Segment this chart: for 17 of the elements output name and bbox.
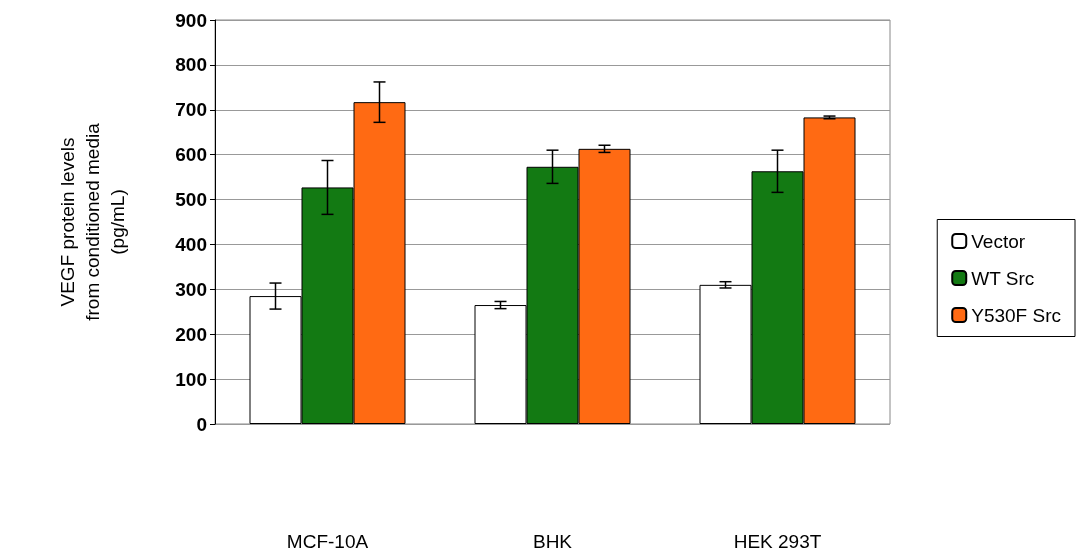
x-tick-label: BHK <box>532 531 573 552</box>
legend-label: Vector <box>971 230 1026 252</box>
y-tick-label: 900 <box>175 9 207 31</box>
y-tick-label: 400 <box>175 233 207 255</box>
y-tick-label: 800 <box>175 54 207 76</box>
y-tick-label: 100 <box>175 368 207 390</box>
y-tick-label: 500 <box>175 189 207 211</box>
y-tick-label: 200 <box>175 323 207 345</box>
y-tick-label: 0 <box>196 413 207 435</box>
legend-label: Y530F Src <box>971 304 1062 326</box>
y-tick-label: 600 <box>175 144 207 166</box>
x-tick-label: HEK 293T <box>733 531 822 552</box>
y-tick-label: 700 <box>175 99 207 121</box>
x-tick-label: MCF-10A <box>286 531 369 552</box>
legend-label: WT Src <box>971 267 1035 289</box>
y-axis-title: VEGF protein levels from conditioned media (pg/mL) <box>57 122 128 321</box>
y-tick-label: 300 <box>175 278 207 300</box>
